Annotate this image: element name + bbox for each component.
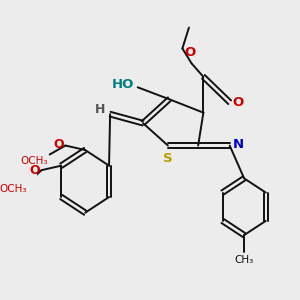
Text: H: H — [95, 103, 105, 116]
Text: N: N — [233, 137, 244, 151]
Text: O: O — [53, 137, 64, 151]
Text: O: O — [30, 164, 40, 177]
Text: O: O — [184, 46, 196, 59]
Text: S: S — [163, 152, 173, 166]
Text: O: O — [233, 96, 244, 109]
Text: HO: HO — [112, 78, 135, 91]
Text: OCH₃: OCH₃ — [21, 156, 48, 166]
Text: CH₃: CH₃ — [235, 254, 254, 265]
Text: OCH₃: OCH₃ — [0, 184, 27, 194]
